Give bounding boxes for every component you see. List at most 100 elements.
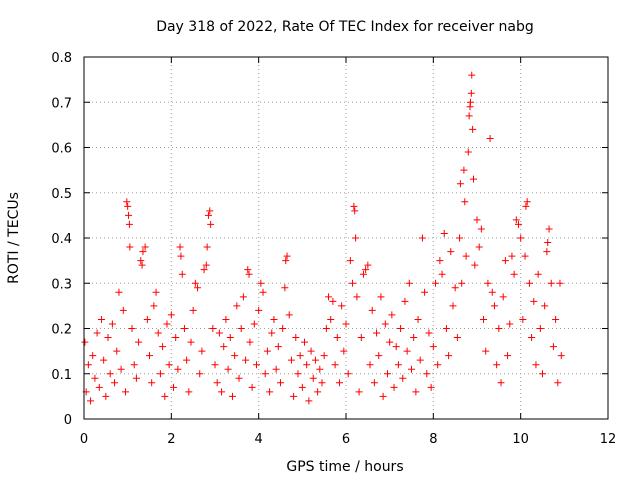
data-point [213,379,221,387]
y-tick-label: 0.3 [51,277,72,292]
data-point [298,383,306,391]
data-point [442,325,450,332]
data-point [412,388,420,396]
data-point [307,347,315,355]
data-point [320,352,328,360]
data-point [290,392,298,400]
data-point [111,379,119,387]
data-point [177,252,185,260]
data-point [104,334,112,342]
data-point [421,288,429,296]
data-point [333,334,341,342]
data-point [311,356,319,364]
y-tick-label: 0 [64,413,72,428]
data-point [486,134,494,142]
data-point [91,374,99,382]
data-point [373,329,381,337]
data-point [434,361,442,369]
data-point [220,343,228,351]
data-point [541,302,549,310]
data-point [440,229,448,237]
data-point [143,315,151,323]
data-point [351,207,359,215]
data-point [215,329,223,337]
data-point [270,315,278,323]
data-point [106,370,114,378]
x-tick-label: 10 [512,432,529,447]
data-point [281,284,289,292]
data-point [152,288,160,296]
data-point [501,257,509,265]
data-point [303,361,311,369]
data-point [170,383,178,391]
data-point [504,352,512,360]
data-point [359,270,367,278]
data-point [460,166,468,174]
data-point [183,356,191,364]
data-point [438,270,446,278]
data-point [211,361,219,369]
data-point [388,311,396,319]
data-point [469,125,477,133]
data-point [510,270,518,278]
data-point [549,343,557,351]
data-point [528,334,536,342]
data-point [172,334,180,342]
data-point [100,356,108,364]
data-point [263,347,271,355]
data-point [514,220,522,228]
y-tick-label: 0.8 [51,51,72,66]
data-points [81,71,565,405]
data-point [456,180,464,188]
data-point [130,361,138,369]
data-point [497,379,505,387]
data-point [301,338,309,346]
data-point [338,302,346,310]
data-point [381,320,389,328]
data-point [521,252,529,260]
data-point [405,279,413,287]
data-point [522,202,530,210]
data-point [467,89,475,97]
data-point [282,257,290,265]
data-point [445,352,453,360]
data-point [102,392,110,400]
data-point [296,352,304,360]
data-point [259,288,267,296]
data-point [108,320,116,328]
data-point [283,252,291,260]
data-point [545,225,553,233]
data-point [154,329,162,337]
data-point [148,379,156,387]
data-point [495,325,503,332]
y-tick-label: 0.5 [51,187,72,202]
data-point [519,315,527,323]
data-point [161,392,169,400]
data-point [222,315,230,323]
data-point [228,392,236,400]
data-point [432,279,440,287]
x-axis-tick-labels: 0 2 4 6 8 10 12 [80,432,616,447]
data-point [180,325,188,332]
data-point [159,343,167,351]
y-axis-tick-labels: 0 0.1 0.2 0.3 0.4 0.5 0.6 0.7 0.8 [51,51,72,428]
data-point [453,334,461,342]
data-point [125,211,133,219]
data-point [135,338,143,346]
data-point [484,279,492,287]
data-point [525,279,533,287]
data-point [137,257,145,265]
x-tick-label: 2 [167,432,175,447]
chart-title: Day 318 of 2022, Rate Of TEC Index for r… [156,19,534,35]
data-point [512,216,520,224]
data-point [196,370,204,378]
data-point [268,329,276,337]
data-point [261,370,269,378]
data-point [126,243,134,251]
data-point [390,383,398,391]
data-point [554,379,562,387]
data-point [206,207,214,215]
data-point [218,388,226,396]
data-point [449,302,457,310]
